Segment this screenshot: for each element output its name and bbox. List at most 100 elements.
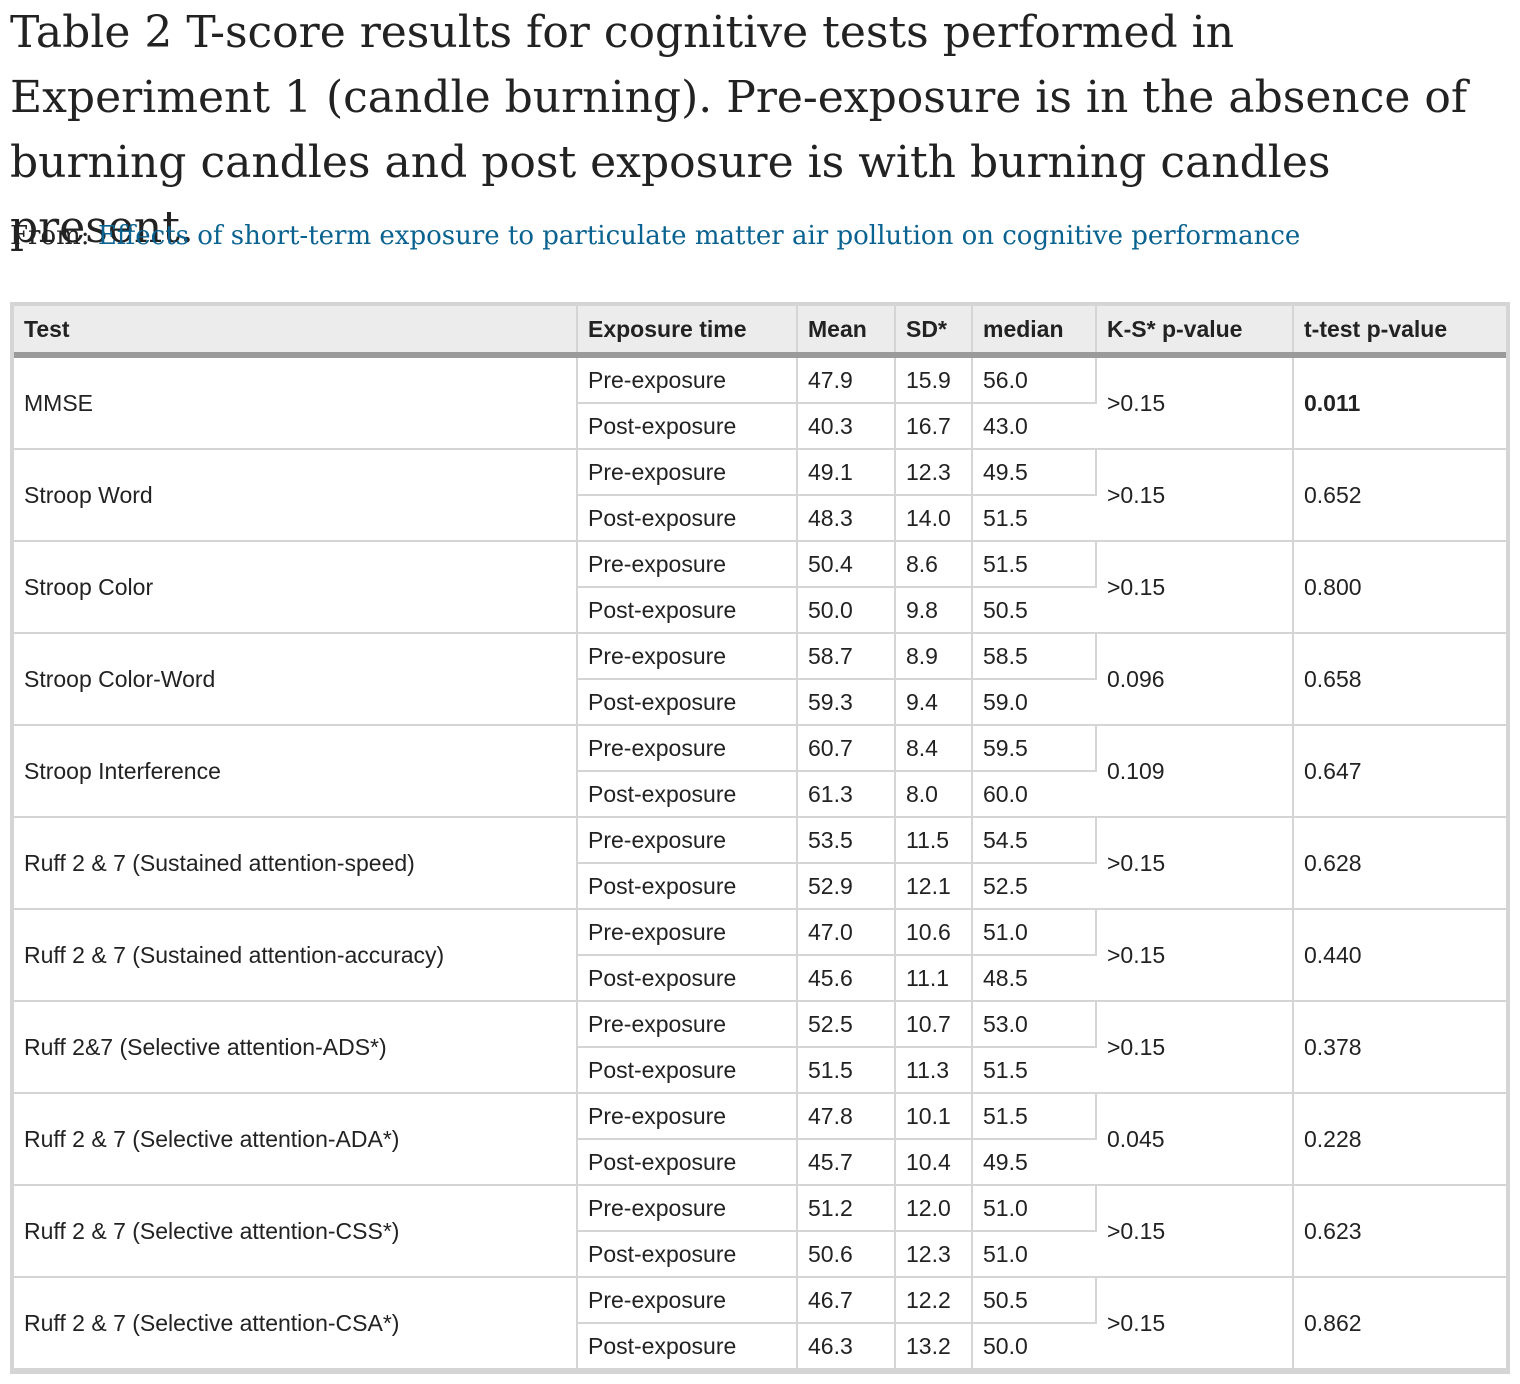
exposure-time-cell: Pre-exposure (577, 1001, 798, 1048)
median-cell: 59.0 (972, 679, 1096, 726)
results-table: Test Exposure time Mean SD* median K-S* … (14, 306, 1506, 1370)
median-cell: 51.5 (972, 495, 1096, 542)
median-cell: 58.5 (972, 633, 1097, 680)
ttest-pvalue-cell: 0.378 (1293, 1001, 1506, 1094)
sd-cell: 12.3 (895, 449, 973, 496)
ttest-pvalue-cell: 0.228 (1293, 1093, 1506, 1186)
sd-cell: 11.5 (895, 817, 973, 864)
table-row: Stroop Word Pre-exposure 49.1 12.3 49.5 >0.15… (14, 449, 1506, 542)
ks-pvalue-cell: >0.15 (1096, 1277, 1294, 1370)
ttest-pvalue-cell: 0.628 (1293, 817, 1506, 910)
ttest-pvalue-cell: 0.652 (1293, 449, 1506, 542)
ttest-pvalue-cell: 0.862 (1293, 1277, 1506, 1370)
ks-pvalue-cell: >0.15 (1096, 449, 1294, 542)
table-row: Stroop Interference Pre-exposure 60.7 8.4 59… (14, 725, 1506, 818)
mean-cell: 48.3 (797, 495, 896, 542)
table-header-row: Test Exposure time Mean SD* median K-S* … (14, 306, 1506, 358)
table-row: Ruff 2 & 7 (Selective attention-ADA*) Pre… (14, 1093, 1506, 1186)
table-row: Post-exposure 45.7 10.4 49.5 (14, 1139, 1506, 1186)
table-row: Post-exposure 61.3 8.0 60.0 (14, 771, 1506, 818)
column-header-median: median (972, 306, 1097, 358)
mean-cell: 49.1 (797, 449, 896, 496)
test-name-cell: Stroop Color (14, 541, 578, 634)
table-row: Post-exposure 50.0 9.8 50.5 (14, 587, 1506, 634)
table-row: Post-exposure 45.6 11.1 48.5 (14, 955, 1506, 1002)
ks-pvalue-cell: 0.109 (1096, 725, 1294, 818)
exposure-time-cell: Post-exposure (577, 495, 798, 542)
table-row: Ruff 2 & 7 (Sustained attention-speed) Pr… (14, 817, 1506, 910)
table-row: Post-exposure 59.3 9.4 59.0 (14, 679, 1506, 726)
sd-cell: 8.6 (895, 541, 973, 588)
sd-cell: 10.6 (895, 909, 973, 956)
table-row: Post-exposure 50.6 12.3 51.0 (14, 1231, 1506, 1278)
sd-cell: 12.3 (895, 1231, 973, 1278)
column-header-ks-pvalue: K-S* p-value (1096, 306, 1294, 358)
table-row: Post-exposure 51.5 11.3 51.5 (14, 1047, 1506, 1094)
exposure-time-cell: Pre-exposure (577, 541, 798, 588)
column-header-mean: Mean (797, 306, 896, 358)
ks-pvalue-cell: >0.15 (1096, 541, 1294, 634)
median-cell: 51.5 (972, 1047, 1096, 1094)
table-row: Post-exposure 52.9 12.1 52.5 (14, 863, 1506, 910)
test-name-cell: Ruff 2 & 7 (Selective attention-CSS*) (14, 1185, 578, 1278)
mean-cell: 47.8 (797, 1093, 896, 1140)
mean-cell: 46.7 (797, 1277, 896, 1324)
exposure-time-cell: Pre-exposure (577, 1093, 798, 1140)
exposure-time-cell: Post-exposure (577, 1139, 798, 1186)
sd-cell: 8.9 (895, 633, 973, 680)
exposure-time-cell: Pre-exposure (577, 1185, 798, 1232)
ks-pvalue-cell: >0.15 (1096, 909, 1294, 1002)
mean-cell: 47.0 (797, 909, 896, 956)
test-name-cell: Ruff 2 & 7 (Sustained attention-accuracy… (14, 909, 578, 1002)
exposure-time-cell: Post-exposure (577, 1231, 798, 1278)
exposure-time-cell: Post-exposure (577, 955, 798, 1002)
exposure-time-cell: Pre-exposure (577, 355, 798, 404)
mean-cell: 60.7 (797, 725, 896, 772)
sd-cell: 8.4 (895, 725, 973, 772)
sd-cell: 10.4 (895, 1139, 973, 1186)
test-name-cell: Ruff 2 & 7 (Selective attention-ADA*) (14, 1093, 578, 1186)
test-name-cell: Stroop Word (14, 449, 578, 542)
table-row: Post-exposure 40.3 16.7 43.0 (14, 403, 1506, 450)
test-name-cell: Ruff 2&7 (Selective attention-ADS*) (14, 1001, 578, 1094)
table-row: Post-exposure 48.3 14.0 51.5 (14, 495, 1506, 542)
table-row: Ruff 2 & 7 (Selective attention-CSA*) Pre… (14, 1277, 1506, 1370)
mean-cell: 51.2 (797, 1185, 896, 1232)
median-cell: 52.5 (972, 863, 1096, 910)
ks-pvalue-cell: >0.15 (1096, 817, 1294, 910)
ks-pvalue-cell: >0.15 (1096, 1001, 1294, 1094)
mean-cell: 52.5 (797, 1001, 896, 1048)
mean-cell: 50.6 (797, 1231, 896, 1278)
median-cell: 51.0 (972, 1231, 1096, 1278)
median-cell: 59.5 (972, 725, 1097, 772)
sd-cell: 9.8 (895, 587, 973, 634)
sd-cell: 10.1 (895, 1093, 973, 1140)
sd-cell: 11.3 (895, 1047, 973, 1094)
ks-pvalue-cell: >0.15 (1096, 355, 1294, 450)
mean-cell: 58.7 (797, 633, 896, 680)
median-cell: 50.5 (972, 587, 1096, 634)
table-row: MMSE Pre-exposure 47.9 15.9 56.0 >0.15 0.011 (14, 355, 1506, 450)
source-article-link[interactable]: Effects of short-term exposure to partic… (97, 221, 1301, 251)
sd-cell: 10.7 (895, 1001, 973, 1048)
sd-cell: 8.0 (895, 771, 973, 818)
median-cell: 54.5 (972, 817, 1097, 864)
test-name-cell: MMSE (14, 355, 578, 450)
test-name-cell: Stroop Color-Word (14, 633, 578, 726)
median-cell: 48.5 (972, 955, 1096, 1002)
ks-pvalue-cell: 0.096 (1096, 633, 1294, 726)
mean-cell: 45.6 (797, 955, 896, 1002)
exposure-time-cell: Pre-exposure (577, 725, 798, 772)
mean-cell: 61.3 (797, 771, 896, 818)
median-cell: 56.0 (972, 355, 1097, 404)
exposure-time-cell: Post-exposure (577, 1323, 798, 1370)
table-row: Stroop Color Pre-exposure 50.4 8.6 51.5 >0.15… (14, 541, 1506, 634)
column-header-sd: SD* (895, 306, 973, 358)
exposure-time-cell: Pre-exposure (577, 633, 798, 680)
exposure-time-cell: Pre-exposure (577, 909, 798, 956)
exposure-time-cell: Post-exposure (577, 679, 798, 726)
ttest-pvalue-cell: 0.647 (1293, 725, 1506, 818)
test-name-cell: Ruff 2 & 7 (Sustained attention-speed) (14, 817, 578, 910)
median-cell: 51.0 (972, 909, 1097, 956)
table-row: Ruff 2 & 7 (Sustained attention-accuracy… (14, 909, 1506, 1002)
